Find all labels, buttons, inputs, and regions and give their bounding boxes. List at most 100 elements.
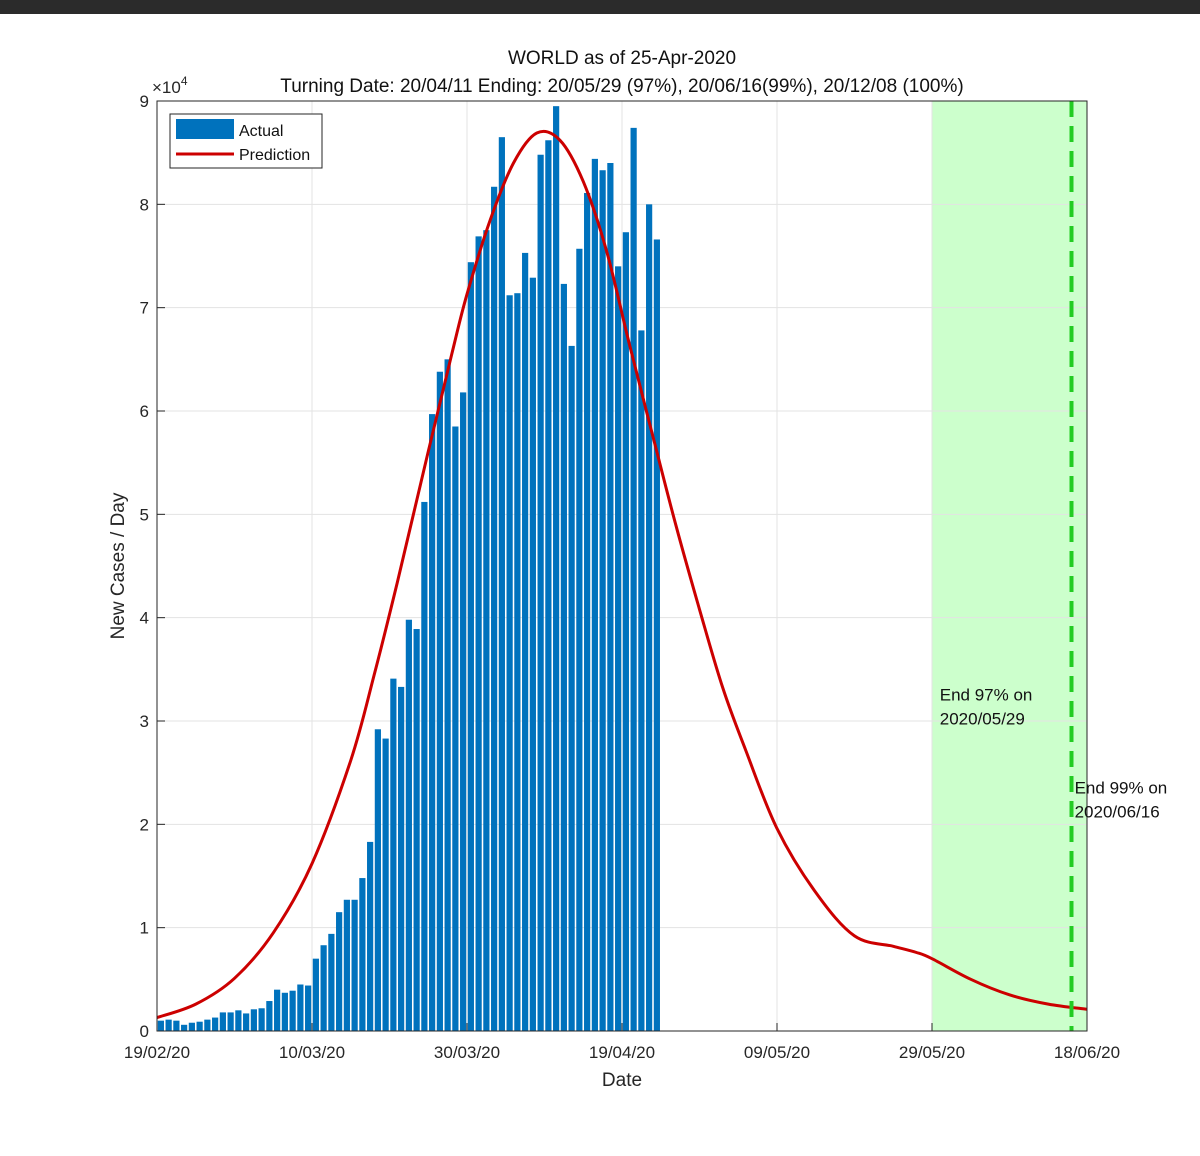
bar-actual <box>312 958 319 1031</box>
bar-actual <box>576 248 583 1031</box>
bar-actual <box>374 729 381 1031</box>
y-tick-label: 4 <box>140 609 149 628</box>
bar-actual <box>320 945 327 1031</box>
bar-actual <box>452 426 459 1031</box>
bar-actual <box>413 629 420 1031</box>
y-tick-label: 9 <box>140 92 149 111</box>
y-tick-label: 0 <box>140 1022 149 1041</box>
bar-actual <box>545 140 552 1031</box>
x-tick-label: 10/03/20 <box>279 1043 345 1062</box>
legend-label-prediction: Prediction <box>239 147 310 164</box>
bar-actual <box>212 1017 219 1031</box>
legend-label-actual: Actual <box>239 123 283 140</box>
bar-actual <box>653 239 660 1031</box>
y-tick-label: 5 <box>140 505 149 524</box>
bar-actual <box>584 192 591 1031</box>
bar-actual <box>328 933 335 1031</box>
y-tick-label: 3 <box>140 712 149 731</box>
annotation-line: End 97% on <box>940 685 1033 704</box>
y-tick-label: 6 <box>140 402 149 421</box>
bar-actual <box>173 1020 180 1031</box>
bar-actual <box>537 154 544 1031</box>
bar-actual <box>522 252 529 1031</box>
bar-actual <box>336 912 343 1031</box>
annotation-line: 2020/06/16 <box>1075 802 1160 821</box>
bar-actual <box>165 1019 172 1031</box>
bar-actual <box>305 985 312 1031</box>
bar-actual <box>568 345 575 1031</box>
bar-actual <box>188 1022 195 1031</box>
x-tick-label: 29/05/20 <box>899 1043 965 1062</box>
bar-actual <box>646 204 653 1032</box>
bar-actual <box>421 501 428 1031</box>
bar-actual <box>491 186 498 1031</box>
chart-title: WORLD as of 25-Apr-2020 <box>508 48 736 69</box>
bar-actual <box>343 899 350 1031</box>
annotations-layer: End 97% on 2020/05/29 End 99% on 2020/06/16 <box>940 685 1167 821</box>
x-axis-label: Date <box>602 1070 642 1091</box>
bar-actual <box>382 738 389 1031</box>
bar-actual <box>243 1013 250 1031</box>
bar-actual <box>483 230 490 1031</box>
prediction-line <box>156 129 1088 1020</box>
bar-actual <box>599 170 606 1031</box>
bar-actual <box>250 1009 257 1031</box>
annotation-line: 2020/05/29 <box>940 709 1025 728</box>
bar-actual <box>235 1010 242 1031</box>
ticks-layer: 0 1 2 3 4 5 6 7 8 9 19/02/20 10/03/20 30/03/20 19/04/… <box>124 92 1120 1062</box>
chart-subtitle: Turning Date: 20/04/11 Ending: 20/05/29 … <box>280 76 963 97</box>
bar-actual <box>196 1021 203 1031</box>
bar-actual <box>498 137 505 1031</box>
bar-actual <box>560 283 567 1031</box>
legend: Actual Prediction <box>169 113 323 169</box>
bar-actual <box>529 277 536 1031</box>
y-tick-label: 1 <box>140 919 149 938</box>
bar-actual <box>615 266 622 1031</box>
bar-actual <box>444 359 451 1031</box>
bar-actual <box>475 236 482 1031</box>
bar-actual <box>281 992 288 1031</box>
x-tick-label: 19/02/20 <box>124 1043 190 1062</box>
x-tick-label: 30/03/20 <box>434 1043 500 1062</box>
line-layer <box>156 129 1088 1020</box>
bar-actual <box>460 392 467 1031</box>
bar-actual <box>591 158 598 1031</box>
shade-layer <box>932 101 1087 1031</box>
bar-actual <box>219 1012 226 1031</box>
bar-actual <box>429 414 436 1032</box>
bar-actual <box>359 878 366 1031</box>
y-multiplier-base: ×10 <box>152 78 181 97</box>
y-tick-label: 8 <box>140 195 149 214</box>
y-multiplier-exp: 4 <box>181 74 188 88</box>
bar-actual <box>467 262 474 1031</box>
bar-actual <box>622 232 629 1031</box>
x-tick-label: 18/06/20 <box>1054 1043 1120 1062</box>
bar-actual <box>638 330 645 1031</box>
bar-actual <box>398 686 405 1031</box>
bar-actual <box>351 899 358 1031</box>
x-tick-label: 19/04/20 <box>589 1043 655 1062</box>
shaded-region <box>932 101 1087 1031</box>
y-axis-label: New Cases / Day <box>108 492 129 639</box>
bar-actual <box>289 990 296 1031</box>
legend-swatch-actual <box>176 119 234 139</box>
bar-actual <box>297 984 304 1031</box>
bar-actual <box>258 1008 265 1031</box>
bar-actual <box>274 989 281 1031</box>
bar-actual <box>390 678 397 1031</box>
bar-actual <box>227 1012 234 1031</box>
bar-actual <box>266 1001 273 1031</box>
bar-actual <box>607 163 614 1031</box>
bar-actual <box>436 371 443 1031</box>
bar-actual <box>181 1024 188 1031</box>
bar-actual <box>367 841 374 1031</box>
bar-actual <box>514 293 521 1031</box>
bar-actual <box>204 1019 211 1031</box>
bar-actual <box>553 106 560 1031</box>
y-tick-label: 7 <box>140 299 149 318</box>
x-tick-label: 09/05/20 <box>744 1043 810 1062</box>
bars-layer <box>157 106 660 1032</box>
bar-actual <box>630 127 637 1031</box>
bar-actual <box>506 295 513 1031</box>
